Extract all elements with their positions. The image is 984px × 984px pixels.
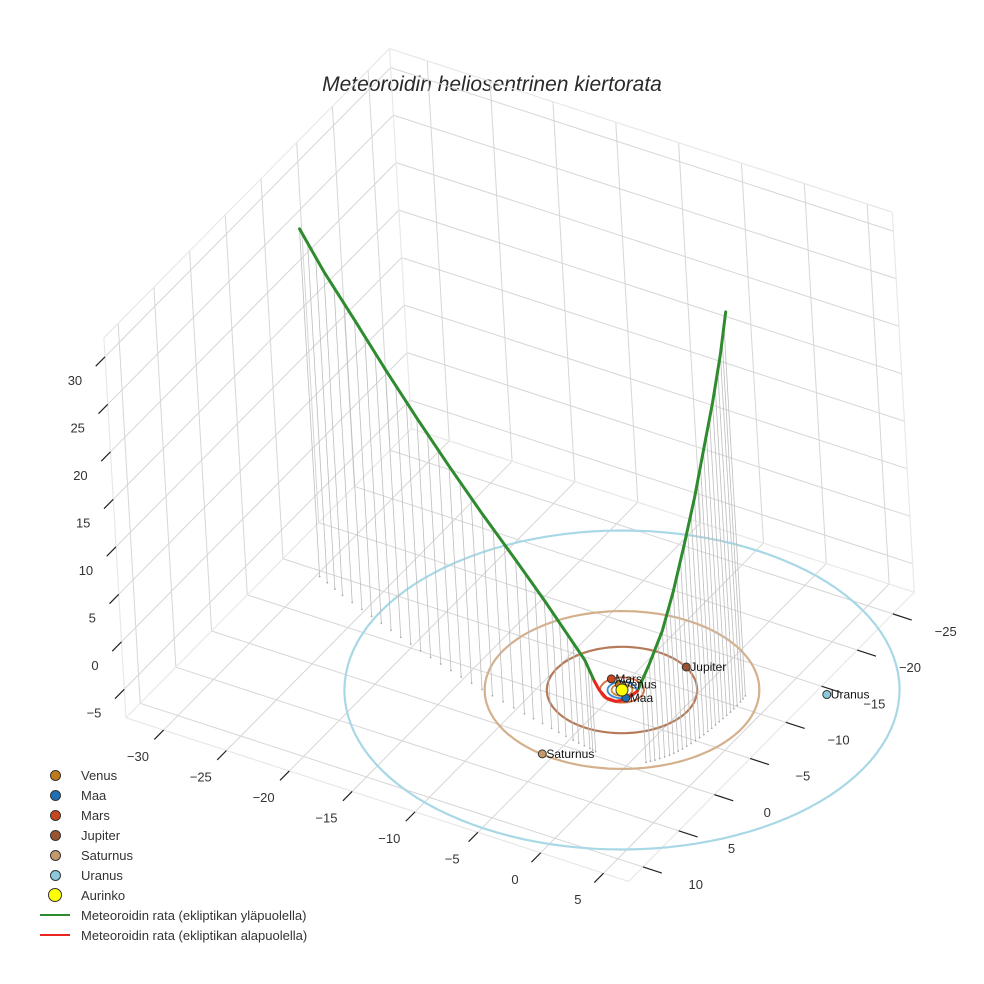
saturnus-marker-icon [49,849,61,861]
svg-text:−20: −20 [899,660,921,675]
svg-text:−5: −5 [445,851,460,866]
svg-text:15: 15 [76,515,90,530]
svg-text:Maa: Maa [630,691,654,705]
svg-text:−15: −15 [315,810,337,825]
svg-text:Jupiter: Jupiter [690,660,726,674]
legend-item-trajectory-below[interactable]: Meteoroidin rata (ekliptikan alapuolella… [38,925,307,945]
svg-text:−25: −25 [190,770,212,785]
svg-text:0: 0 [511,872,518,887]
svg-text:5: 5 [728,841,735,856]
svg-text:−10: −10 [828,733,850,748]
svg-text:−30: −30 [127,749,149,764]
chart-title: Meteoroidin heliosentrinen kiertorata [322,73,662,96]
legend-item-jupiter[interactable]: Jupiter [38,825,307,845]
legend-item-trajectory-above[interactable]: Meteoroidin rata (ekliptikan yläpuolella… [38,905,307,925]
legend-item-aurinko[interactable]: Aurinko [38,885,307,905]
svg-text:20: 20 [73,468,87,483]
sun-marker-icon [48,888,62,902]
svg-text:10: 10 [689,877,703,892]
svg-text:10: 10 [79,563,93,578]
meteoroid-trajectory [298,227,728,703]
svg-text:0: 0 [764,805,771,820]
legend: Venus Maa Mars Jupiter Saturnus Uranus A… [38,765,307,945]
svg-text:−5: −5 [87,705,102,720]
venus-marker-icon [49,769,61,781]
svg-text:30: 30 [68,373,82,388]
jupiter-marker-icon [49,829,61,841]
red-line-icon [40,934,70,936]
legend-item-mars[interactable]: Mars [38,805,307,825]
axis-grid [103,48,915,882]
svg-text:5: 5 [574,892,581,907]
svg-text:0: 0 [91,658,98,673]
svg-text:−10: −10 [378,831,400,846]
svg-text:−20: −20 [253,790,275,805]
mars-marker-icon [49,809,61,821]
maa-marker-icon [49,789,61,801]
svg-text:Uranus: Uranus [831,688,870,702]
legend-item-uranus[interactable]: Uranus [38,865,307,885]
uranus-marker-icon [49,869,61,881]
legend-item-venus[interactable]: Venus [38,765,307,785]
svg-text:−25: −25 [935,624,957,639]
svg-text:25: 25 [70,420,84,435]
trajectory-drop-lines [299,228,747,764]
svg-text:−15: −15 [863,696,885,711]
svg-text:Venus: Venus [623,677,656,691]
legend-item-maa[interactable]: Maa [38,785,307,805]
svg-text:5: 5 [89,610,96,625]
legend-item-saturnus[interactable]: Saturnus [38,845,307,865]
green-line-icon [40,914,70,916]
svg-text:Saturnus: Saturnus [546,747,594,761]
axis-ticks: −30 −25 −20 −15 −10 −5 0 5 −25 −20 −15 −10 −5 0 5 10 −5 0… [68,356,957,907]
svg-text:Mars: Mars [615,672,642,686]
svg-text:−5: −5 [795,769,810,784]
